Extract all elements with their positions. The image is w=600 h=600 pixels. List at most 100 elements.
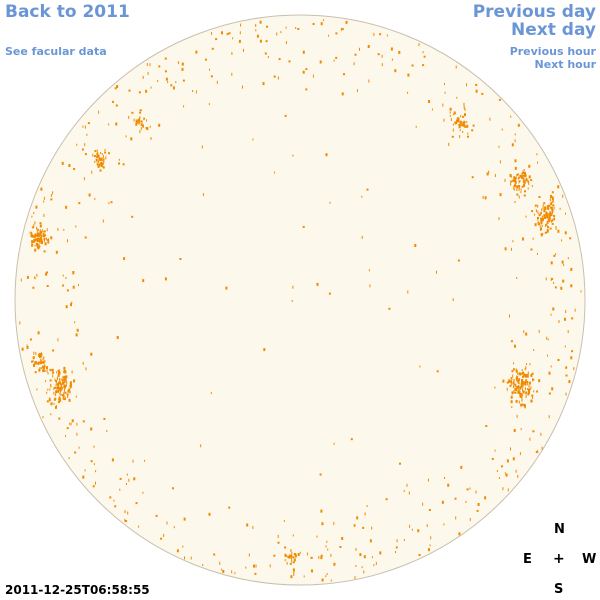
facula-speck <box>548 208 550 211</box>
facula-speck <box>103 159 105 163</box>
facula-speck <box>38 368 41 372</box>
facula-speck <box>59 386 62 390</box>
facula-speck <box>529 388 531 391</box>
facula-speck <box>295 27 297 29</box>
facula-speck <box>533 213 535 216</box>
see-facular-data-link[interactable]: See facular data <box>5 45 107 58</box>
facula-speck <box>68 398 71 402</box>
facula-speck <box>430 536 432 540</box>
facula-speck <box>126 483 127 485</box>
facula-speck <box>550 194 552 198</box>
facula-speck <box>452 123 454 126</box>
facula-speck <box>356 516 359 520</box>
facula-speck <box>34 361 37 365</box>
facula-speck <box>58 389 60 393</box>
facula-speck <box>292 568 295 572</box>
facula-speck <box>467 135 469 138</box>
facula-speck <box>124 518 126 522</box>
facula-speck <box>516 277 518 279</box>
facula-speck <box>292 154 294 157</box>
facula-speck <box>571 317 574 320</box>
facula-speck <box>519 393 522 397</box>
facula-speck <box>523 171 525 174</box>
facula-speck <box>523 382 525 385</box>
facula-speck <box>35 352 37 356</box>
facula-speck <box>522 372 525 376</box>
facula-speck <box>455 516 457 520</box>
facula-speck <box>294 553 297 555</box>
facula-speck <box>42 357 44 360</box>
facula-speck <box>545 224 547 228</box>
facula-speck <box>328 292 331 295</box>
facula-speck <box>525 379 528 383</box>
facula-speck <box>325 153 328 157</box>
facula-speck <box>135 119 137 123</box>
facula-speck <box>283 519 285 522</box>
facula-speck <box>70 303 72 307</box>
facula-speck <box>546 220 549 224</box>
facula-speck <box>37 247 39 250</box>
facula-speck <box>521 175 523 179</box>
facula-speck <box>552 211 553 214</box>
facula-speck <box>291 560 293 563</box>
facula-speck <box>517 387 519 390</box>
facula-speck <box>455 65 457 69</box>
facula-speck <box>62 394 65 397</box>
facula-speck <box>375 562 377 565</box>
facula-speck <box>545 213 548 217</box>
facula-speck <box>466 121 468 123</box>
facula-speck <box>510 447 511 451</box>
facula-speck <box>57 369 60 372</box>
facula-speck <box>512 179 515 182</box>
next-day-link[interactable]: Next day <box>511 20 596 40</box>
facula-speck <box>520 191 522 194</box>
facula-speck <box>288 60 291 63</box>
facula-speck <box>530 386 532 390</box>
facula-speck <box>201 145 203 149</box>
facula-speck <box>540 212 543 215</box>
facula-speck <box>133 118 135 122</box>
facula-speck <box>71 370 73 374</box>
facula-speck <box>444 82 445 85</box>
facula-speck <box>69 383 72 386</box>
facula-speck <box>39 355 40 358</box>
facula-speck <box>356 89 358 93</box>
facula-speck <box>104 148 106 151</box>
facula-speck <box>546 222 548 225</box>
facula-speck <box>522 177 525 180</box>
facula-speck <box>525 395 527 398</box>
facula-speck <box>515 388 517 392</box>
facula-speck <box>419 365 421 368</box>
facula-speck <box>143 124 144 127</box>
facula-speck <box>506 459 509 463</box>
next-hour-link[interactable]: Next hour <box>534 58 597 71</box>
facula-speck <box>531 210 534 213</box>
facula-speck <box>291 551 293 555</box>
facula-speck <box>190 556 192 560</box>
facula-speck <box>545 216 548 219</box>
facula-speck <box>102 219 104 223</box>
facula-speck <box>297 28 300 30</box>
facula-speck <box>82 125 84 128</box>
facula-speck <box>519 180 521 183</box>
facula-speck <box>51 368 54 372</box>
facula-speck <box>116 336 119 339</box>
previous-hour-link[interactable]: Previous hour <box>509 45 596 58</box>
facula-speck <box>549 227 552 230</box>
facula-speck <box>512 457 515 461</box>
back-to-year-link[interactable]: Back to 2011 <box>5 2 130 22</box>
facula-speck <box>514 159 517 163</box>
facula-speck <box>521 398 523 402</box>
facula-speck <box>519 394 522 398</box>
previous-day-link[interactable]: Previous day <box>472 2 596 22</box>
facula-speck <box>97 154 100 158</box>
facula-speck <box>537 217 539 219</box>
facula-speck <box>63 366 66 370</box>
facula-speck <box>475 83 478 86</box>
facula-speck <box>176 549 179 553</box>
facula-speck <box>530 373 533 377</box>
facula-speck <box>328 34 330 37</box>
facula-speck <box>195 50 198 54</box>
facula-speck <box>256 34 259 38</box>
facula-speck <box>182 79 185 82</box>
